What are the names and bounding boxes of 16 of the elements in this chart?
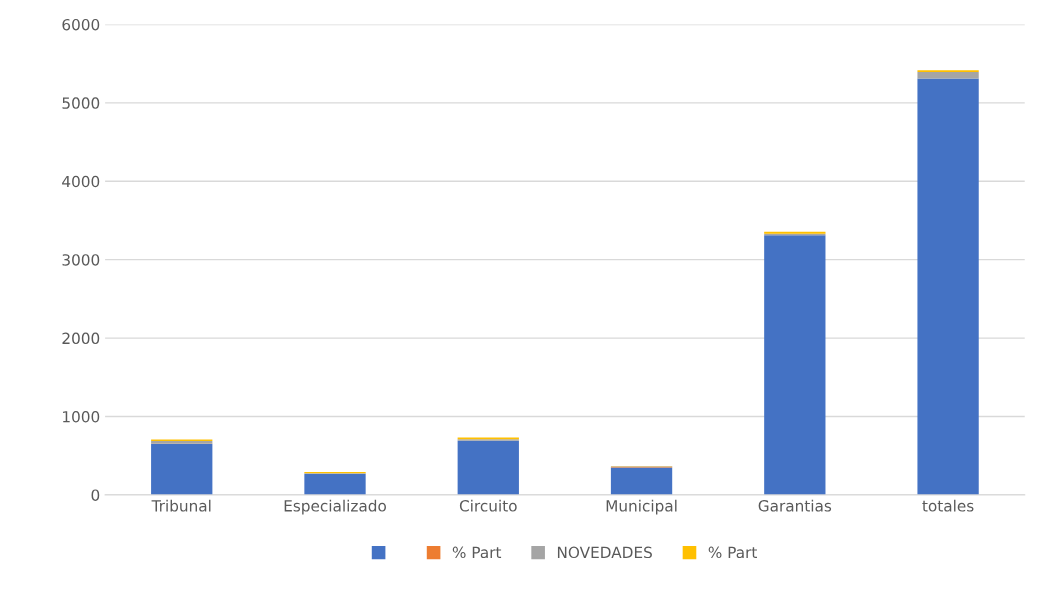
legend-label: % Part — [708, 546, 757, 559]
y-tick-label: 6000 — [62, 18, 100, 31]
y-tick-label: 0 — [91, 489, 100, 501]
y-tick-label: 5000 — [62, 97, 100, 109]
x-tick-label: Garantias — [758, 499, 832, 512]
x-tick-label: Circuito — [459, 499, 517, 512]
x-tick-label: Municipal — [606, 499, 677, 515]
x-tick-label: Tribunal — [151, 499, 211, 512]
y-tick-label: 2000 — [62, 332, 100, 345]
legend-label: % Part — [452, 546, 502, 559]
y-tick-label: 1000 — [63, 410, 100, 423]
legend-label: NOVEDADES — [557, 546, 652, 559]
y-tick-label: 4000 — [62, 175, 100, 188]
x-tick-label: Especializado — [284, 499, 386, 515]
y-tick-label: 3000 — [62, 254, 100, 266]
x-tick-label: totales — [922, 499, 974, 512]
